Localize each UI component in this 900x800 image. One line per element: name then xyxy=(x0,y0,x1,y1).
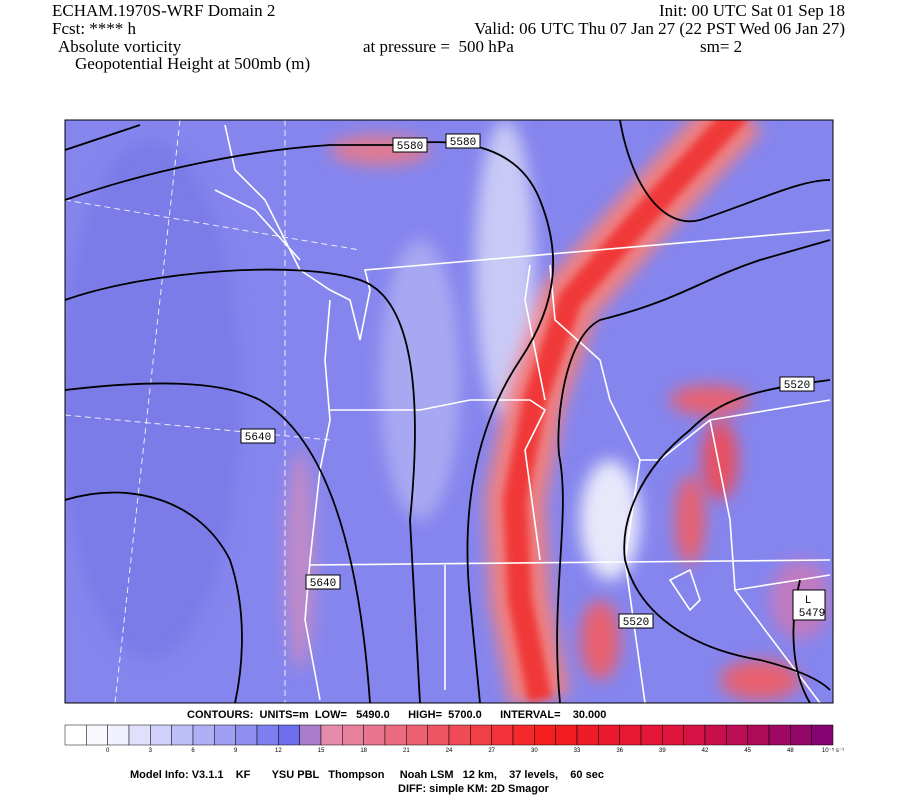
colorbar-cell xyxy=(64,724,87,746)
colorbar-label: 36 xyxy=(616,748,623,754)
contour-label: L xyxy=(805,595,812,607)
colorbar-label: 24 xyxy=(446,748,453,754)
contour-label-box xyxy=(792,589,826,621)
colorbar-cell xyxy=(448,724,471,746)
contour-label-box xyxy=(445,133,481,149)
colorbar-cell xyxy=(171,724,194,746)
overlay-name: Geopotential Height at 500mb (m) xyxy=(75,54,310,73)
contour-label-box xyxy=(618,613,654,629)
contour-label-box xyxy=(779,376,815,392)
colorbar-cell xyxy=(470,724,492,746)
map xyxy=(65,120,833,703)
contour-label: 5479 xyxy=(799,608,825,620)
colorbar-cell xyxy=(235,724,258,746)
colorbar-label: 18 xyxy=(360,748,367,754)
colorbar-cell xyxy=(576,724,599,746)
colorbar-label: 30 xyxy=(531,748,538,754)
contour-label: 5640 xyxy=(245,432,271,444)
colorbar-cell xyxy=(128,724,151,746)
colorbar-label: 45 xyxy=(744,748,751,754)
colorbar-cell xyxy=(384,724,407,746)
colorbar-label: 3 xyxy=(149,748,153,754)
contour-label-box xyxy=(392,137,428,153)
colorbar-cell xyxy=(747,724,770,746)
colorbar-cell xyxy=(662,724,684,746)
colorbar-cell xyxy=(534,724,556,746)
colorbar-label: 15 xyxy=(318,748,325,754)
colorbar-label: 12 xyxy=(275,748,282,754)
colorbar-cell xyxy=(86,724,108,746)
init-time: Init: 00 UTC Sat 01 Sep 18 xyxy=(659,1,845,20)
colorbar-cell xyxy=(342,724,364,746)
colorbar-units: 10⁻⁵ s⁻¹ xyxy=(822,747,844,754)
colorbar-cell xyxy=(512,724,535,746)
height-contours xyxy=(65,120,831,703)
colorbar-cell xyxy=(299,724,322,746)
colorbar-cell xyxy=(150,724,172,746)
title: ECHAM.1970S-WRF Domain 2 xyxy=(52,1,275,20)
contour-label: 5520 xyxy=(623,617,649,629)
colorbar-cell xyxy=(107,724,130,746)
colorbar-cell xyxy=(790,724,812,746)
pressure-level: at pressure = 500 hPa xyxy=(363,37,514,56)
colorbar-label: 6 xyxy=(191,748,195,754)
colorbar-cell xyxy=(491,724,514,746)
diff-info: DIFF: simple KM: 2D Smagor xyxy=(398,783,550,795)
colorbar-cell xyxy=(811,724,834,746)
colorbar-label: 33 xyxy=(574,748,581,754)
colorbar-cell xyxy=(619,724,642,746)
colorbar-label: 9 xyxy=(234,748,238,754)
contour-label-box xyxy=(305,574,341,590)
contour-label-box xyxy=(240,428,276,444)
colorbar-label: 39 xyxy=(659,748,666,754)
colorbar-label: 21 xyxy=(403,748,410,754)
forecast-hour: Fcst: **** h xyxy=(52,19,137,38)
colorbar-cell xyxy=(726,724,748,746)
colorbar-cell xyxy=(192,724,215,746)
colorbar-cell xyxy=(278,724,300,746)
contour-label: 5580 xyxy=(397,141,423,153)
smoothing: sm= 2 xyxy=(700,37,742,56)
contour-info: CONTOURS: UNITS=m LOW= 5490.0 HIGH= 5700… xyxy=(187,709,606,721)
contour-label: 5640 xyxy=(310,578,336,590)
colorbar-label: 48 xyxy=(787,748,794,754)
colorbar-cell xyxy=(256,724,279,746)
colorbar-cell xyxy=(704,724,727,746)
colorbar-label: 27 xyxy=(488,748,495,754)
map-frame xyxy=(64,119,834,704)
contour-label: 5580 xyxy=(450,137,476,149)
colorbar-label: 42 xyxy=(702,748,709,754)
colorbar-cell xyxy=(683,724,706,746)
colorbar-cell xyxy=(768,724,791,746)
model-info: Model Info: V3.1.1 KF YSU PBL Thompson N… xyxy=(130,769,604,781)
colorbar-label: 0 xyxy=(106,748,110,754)
colorbar: 0 3 6 9 12 15 18 21 24 27 30 33 36 39 42 45 48 10⁻⁵ s⁻¹ xyxy=(64,724,844,754)
colorbar-cell xyxy=(363,724,386,746)
colorbar-cell xyxy=(598,724,620,746)
contour-label: 5520 xyxy=(784,380,810,392)
colorbar-cell xyxy=(555,724,578,746)
field-name: Absolute vorticity xyxy=(58,37,182,56)
vorticity-max-band xyxy=(502,120,748,703)
colorbar-cell xyxy=(320,724,343,746)
colorbar-cell xyxy=(214,724,236,746)
lat-lon-grid xyxy=(65,120,361,703)
colorbar-cell xyxy=(406,724,428,746)
valid-time: Valid: 06 UTC Thu 07 Jan 27 (22 PST Wed … xyxy=(474,19,845,38)
colorbar-cell xyxy=(427,724,450,746)
colorbar-cell xyxy=(640,724,663,746)
boundaries xyxy=(214,124,831,703)
